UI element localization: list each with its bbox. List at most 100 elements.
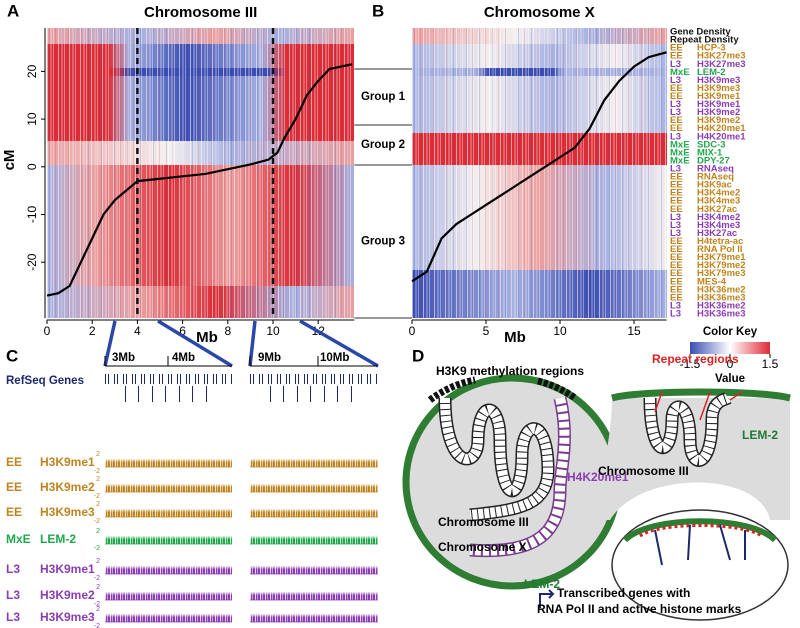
gene-track-label: RefSeq Genes xyxy=(6,375,84,387)
track-stage: L3 xyxy=(6,562,20,576)
track-scale: -2 xyxy=(94,601,100,608)
track-scale: 2 xyxy=(96,528,100,535)
diagram-label: LEM-2 xyxy=(524,577,560,591)
track-name: LEM-2 xyxy=(40,532,76,546)
x-axis-label: Mb xyxy=(196,329,218,346)
color-key-bar xyxy=(690,342,770,354)
track-stage: EE xyxy=(670,91,683,102)
x-axis-label: Mb xyxy=(504,329,526,346)
track-name: H4K20me1 xyxy=(697,123,746,134)
track-name: H3K9me2 xyxy=(697,115,740,126)
h3k9-region xyxy=(537,377,578,401)
track-stage: EE xyxy=(670,276,683,287)
track-name: RNAseq xyxy=(697,172,734,183)
track-name: H3K9me2 xyxy=(697,107,740,118)
track-scale: -2 xyxy=(94,493,100,500)
diagram-label: Chromosome III xyxy=(598,464,689,478)
legend-arrow xyxy=(539,589,555,608)
track-stage: L3 xyxy=(670,300,681,311)
signal-track xyxy=(105,610,232,622)
track-name: DPY-27 xyxy=(697,155,730,166)
track-name: H3K9me1 xyxy=(697,99,741,110)
color-key-label: Value xyxy=(715,373,745,385)
color-key-tick-label: 1.5 xyxy=(762,357,779,371)
panel-title: Chromosome X xyxy=(484,4,595,21)
chromosome-x xyxy=(469,396,570,556)
panel-label: B xyxy=(372,1,384,20)
group-label: Group 2 xyxy=(361,139,405,151)
genetic-map-curve xyxy=(411,51,667,283)
signal-track xyxy=(250,455,378,467)
x-tick-label: 10 xyxy=(553,324,567,338)
track-stage: EE xyxy=(670,252,683,263)
x-tick-label: 0 xyxy=(44,324,51,338)
track-stage: L3 xyxy=(6,610,20,624)
track-stage: EE xyxy=(670,292,683,303)
transcribed-genes xyxy=(654,524,746,566)
envelope xyxy=(622,518,778,543)
signal-track xyxy=(250,588,378,600)
track-stage: L3 xyxy=(6,588,20,602)
track-stage: MxE xyxy=(670,67,690,78)
y-tick-label: -20 xyxy=(25,253,39,271)
track-stage: L3 xyxy=(670,163,681,174)
track-stage: EE xyxy=(6,480,22,494)
track-scale: -2 xyxy=(94,468,100,475)
diagram-label: LEM-2 xyxy=(742,428,778,442)
track-name: H3K79me3 xyxy=(697,268,746,279)
signal-track xyxy=(105,480,232,492)
track-stage: EE xyxy=(670,51,683,62)
track-name: Gene Density xyxy=(670,27,731,38)
zoom-connector xyxy=(157,319,233,368)
y-tick-label: 0 xyxy=(25,163,39,170)
panel-label: A xyxy=(7,1,19,20)
signal-track xyxy=(105,532,232,544)
track-stage: L3 xyxy=(670,99,681,110)
track-scale: -2 xyxy=(94,575,100,582)
chromosome-iii xyxy=(645,393,731,466)
signal-track xyxy=(105,562,232,574)
x-tick-label: 8 xyxy=(224,324,231,338)
track-stage: L3 xyxy=(670,131,681,142)
track-name: H3K36me3 xyxy=(697,308,746,319)
track-stage: L3 xyxy=(670,228,681,239)
track-stage: EE xyxy=(6,505,22,519)
track-stage: EE xyxy=(670,172,683,183)
gene-models xyxy=(105,374,232,384)
track-stage: MxE xyxy=(670,155,690,166)
track-scale: -2 xyxy=(94,623,100,628)
track-name: H3K27ac xyxy=(697,228,737,239)
track-name: H4K20me1 xyxy=(697,131,746,142)
diagram-label: Repeat regions xyxy=(652,352,739,366)
track-name: H3K79me1 xyxy=(697,252,746,263)
track-name: H3K79me2 xyxy=(697,260,746,271)
zoom-connector xyxy=(299,319,379,368)
envelope xyxy=(611,388,791,402)
track-name: MES-4 xyxy=(697,276,727,287)
track-name: H3K4me3 xyxy=(697,196,740,207)
track-name: H3K27me3 xyxy=(697,51,746,62)
gene-models xyxy=(125,386,212,402)
track-stage: EE xyxy=(670,180,683,191)
track-name: H3K9me3 xyxy=(697,75,740,86)
repeat-pointer xyxy=(654,391,743,421)
signal-track xyxy=(105,588,232,600)
signal-track xyxy=(105,455,232,467)
track-stage: L3 xyxy=(670,212,681,223)
track-stage: EE xyxy=(670,204,683,215)
group-label: Group 1 xyxy=(361,91,406,103)
track-stage: MxE xyxy=(670,139,690,150)
track-stage: EE xyxy=(670,43,683,54)
zoom-connector xyxy=(103,320,117,367)
track-stage: EE xyxy=(670,284,683,295)
track-name: H3K36me2 xyxy=(697,300,746,311)
track-scale: 2 xyxy=(96,451,100,458)
track-name: H3K4me3 xyxy=(697,220,740,231)
signal-track xyxy=(250,562,378,574)
region-label: 3Mb xyxy=(112,352,135,364)
diagram-d xyxy=(402,374,791,621)
h3k9-region xyxy=(427,376,476,403)
track-name: H3K27me3 xyxy=(697,59,746,70)
